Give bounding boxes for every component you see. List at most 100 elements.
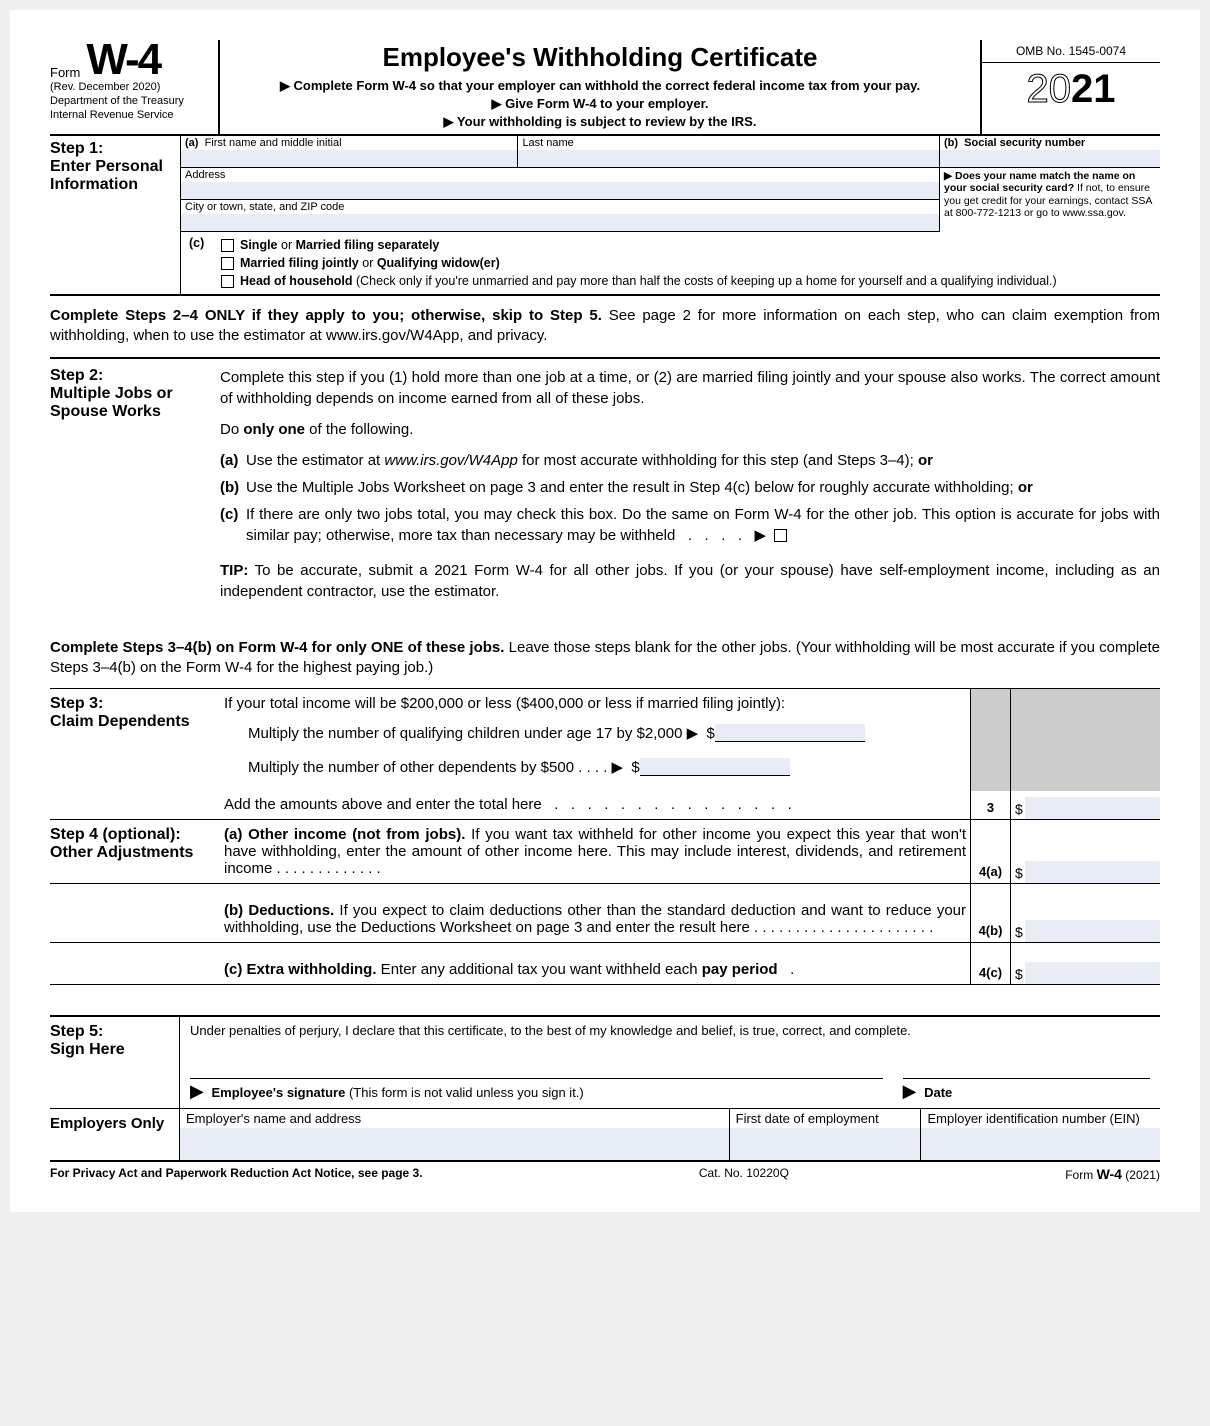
ein-input[interactable] (921, 1128, 1160, 1160)
step1-content: (a) First name and middle initial Last n… (180, 136, 1160, 295)
form-header: Form W-4 (Rev. December 2020) Department… (50, 40, 1160, 136)
instr24-bold: Complete Steps 2–4 ONLY if they apply to… (50, 307, 602, 324)
step1c-filing-status: (c) Single or Married filing separately … (181, 232, 1160, 295)
step3-content: If your total income will be $200,000 or… (220, 689, 970, 819)
first-name-cell: (a) First name and middle initial (181, 136, 518, 168)
header-mid: Employee's Withholding Certificate ▶ Com… (220, 40, 980, 134)
emp-name-label: Employer's name and address (180, 1109, 729, 1128)
step3-title: Step 3: (50, 695, 103, 712)
checkbox-married-joint[interactable] (221, 257, 234, 270)
step1-row: Step 1: Enter Personal Information (a) F… (50, 136, 1160, 297)
form-w4-page: Form W-4 (Rev. December 2020) Department… (10, 10, 1200, 1212)
ssn-label: Social security number (964, 137, 1085, 149)
step2-subtitle: Multiple Jobs or Spouse Works (50, 385, 173, 420)
step4c-amount[interactable] (1025, 962, 1160, 984)
s4b-b: Deductions. (248, 902, 334, 919)
header-line1: ▶ Complete Form W-4 so that your employe… (230, 77, 970, 95)
dollar-icon: $ (1015, 865, 1023, 881)
tax-year: 2021 (982, 63, 1160, 112)
step4c-row: (c) Extra withholding. Enter any additio… (50, 943, 1160, 985)
step5-section: Step 5: Sign Here Under penalties of per… (50, 1015, 1160, 1108)
step3-section: Step 3: Claim Dependents If your total i… (50, 688, 1160, 985)
sig-b: Employee's signature (211, 1085, 345, 1100)
employer-name-input[interactable] (180, 1128, 729, 1160)
step5-content: Under penalties of perjury, I declare th… (180, 1017, 1160, 1108)
form-word: Form (50, 65, 80, 80)
last-name-input[interactable] (518, 150, 939, 168)
s4b-l: (b) (224, 902, 243, 919)
step2-label: Step 2: Multiple Jobs or Spouse Works (50, 367, 220, 612)
step4a-num: 4(a) (971, 864, 1010, 879)
step3-total-amount[interactable] (1025, 797, 1160, 819)
step4b-amount[interactable] (1025, 920, 1160, 942)
ein-cell: Employer identification number (EIN) (921, 1109, 1160, 1160)
header-right: OMB No. 1545-0074 2021 (980, 40, 1160, 134)
employers-section: Employers Only Employer's name and addre… (50, 1108, 1160, 1162)
step4b-content: (b) Deductions. If you expect to claim d… (220, 884, 970, 942)
step4c-num: 4(c) (971, 965, 1010, 980)
footer-right: Form W-4 (2021) (1065, 1166, 1160, 1182)
step3-label: Step 3: Claim Dependents (50, 689, 220, 819)
step3-line1: Multiply the number of qualifying childr… (248, 725, 698, 742)
checkbox-two-jobs[interactable] (774, 529, 787, 542)
tip-t: To be accurate, submit a 2021 Form W-4 f… (220, 562, 1160, 600)
date-field[interactable]: ▶ Date (903, 1078, 1150, 1102)
omb-number: OMB No. 1545-0074 (982, 40, 1160, 63)
form-id: W-4 (86, 40, 160, 80)
step4a-row: Step 4 (optional): Other Adjustments (a)… (50, 820, 1160, 884)
c1-b2: Married filing separately (296, 238, 440, 252)
employer-name-addr: Employer's name and address (180, 1109, 730, 1160)
b-label: (b) (944, 137, 958, 149)
s4a-l: (a) (224, 826, 242, 843)
step1-subtitle: Enter Personal Information (50, 158, 163, 193)
signature-field[interactable]: ▶ Employee's signature (This form is not… (190, 1078, 883, 1102)
first-name-input[interactable] (181, 150, 517, 168)
first-date-label: First date of employment (730, 1109, 921, 1128)
checkbox-hoh[interactable] (221, 275, 234, 288)
step3-children-amount[interactable] (715, 724, 865, 742)
c3-b: Head of household (240, 274, 353, 288)
step4a-amount[interactable] (1025, 861, 1160, 883)
step4-label: Step 4 (optional): Other Adjustments (50, 820, 220, 883)
step5-subtitle: Sign Here (50, 1041, 125, 1058)
c3-rest: (Check only if you're unmarried and pay … (353, 274, 1057, 288)
irs: Internal Revenue Service (50, 108, 212, 122)
header-left: Form W-4 (Rev. December 2020) Department… (50, 40, 220, 134)
c2-b2: Qualifying widow(er) (377, 256, 500, 270)
step2-row: Step 2: Multiple Jobs or Spouse Works Co… (50, 359, 1160, 628)
step3-other-dep-amount[interactable] (640, 758, 790, 776)
step4c-content: (c) Extra withholding. Enter any additio… (220, 943, 970, 984)
ssn-input[interactable] (940, 150, 1160, 168)
city-input[interactable] (181, 214, 939, 232)
s4a-b: Other income (not from jobs). (248, 826, 465, 843)
s4c-l: (c) (224, 961, 242, 978)
signature-row: ▶ Employee's signature (This form is not… (190, 1078, 1150, 1102)
last-name-cell: Last name (518, 136, 940, 168)
dollar-icon: $ (1015, 966, 1023, 982)
first-name-label: First name and middle initial (205, 137, 342, 149)
s2b-l: (b) (220, 477, 246, 498)
c2-mid: or (359, 256, 377, 270)
dollar-icon: $ (1015, 924, 1023, 940)
year-bold: 21 (1071, 67, 1116, 111)
form-footer: For Privacy Act and Paperwork Reduction … (50, 1162, 1160, 1182)
first-date-employment: First date of employment (730, 1109, 922, 1160)
step4c-num-col: 4(c) (970, 943, 1010, 984)
footer-left: For Privacy Act and Paperwork Reduction … (50, 1166, 423, 1182)
sig-t: (This form is not valid unless you sign … (345, 1085, 583, 1100)
step1-title: Step 1: (50, 140, 103, 157)
c2-b1: Married filing jointly (240, 256, 359, 270)
dollar-icon: $ (1015, 801, 1023, 817)
s4b-t: If you expect to claim deductions other … (224, 902, 966, 936)
step4a-content: (a) Other income (not from jobs). If you… (220, 820, 970, 883)
step3-line2: Multiply the number of other dependents … (248, 759, 623, 776)
employers-label: Employers Only (50, 1109, 180, 1160)
step1-row1: (a) First name and middle initial Last n… (181, 136, 1160, 168)
step4c-amount-col: $ (1010, 943, 1160, 984)
address-input[interactable] (181, 182, 939, 200)
checkbox-single[interactable] (221, 239, 234, 252)
c-label: (c) (181, 236, 221, 291)
step4a-num-col: 4(a) (970, 820, 1010, 883)
step3-intro: If your total income will be $200,000 or… (224, 695, 966, 712)
first-date-input[interactable] (730, 1128, 921, 1160)
